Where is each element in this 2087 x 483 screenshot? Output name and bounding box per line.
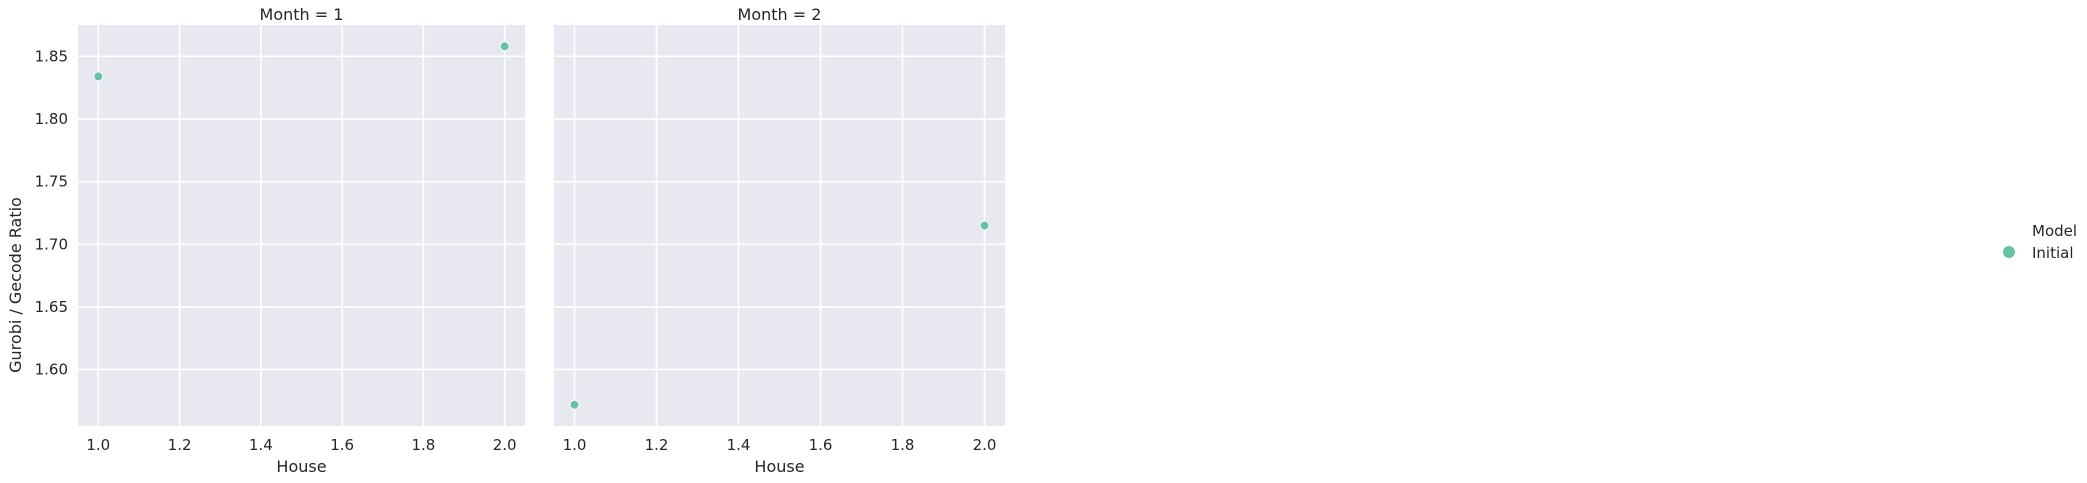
x-tick-label: 1.8 [891,436,915,454]
x-tick-label: 1.4 [727,436,751,454]
x-tick-label: 2.0 [973,436,997,454]
x-tick-label: 1.2 [168,436,192,454]
panel-title: Month = 2 [738,5,822,24]
data-point [570,400,579,409]
x-axis-label: House [754,457,804,476]
x-axis-label: House [276,457,326,476]
data-point [94,72,103,81]
data-point [980,221,989,230]
x-tick-label: 2.0 [493,436,517,454]
plot-area [554,25,1005,426]
x-tick-label: 1.6 [809,436,833,454]
y-tick-label: 1.85 [35,47,68,65]
y-tick-label: 1.60 [35,361,68,379]
x-tick-label: 1.8 [411,436,435,454]
y-tick-label: 1.80 [35,110,68,128]
legend-title: Model [2032,222,2077,240]
y-axis-label: Gurobi / Gecode Ratio [6,197,25,373]
y-tick-label: 1.70 [35,235,68,253]
facet-panel-1: 1.0 1.2 1.4 1.6 1.8 2.0 1.60 1.65 1.70 1.75 1.80 1.… [35,5,525,476]
x-tick-label: 1.4 [249,436,273,454]
x-tick-label: 1.2 [645,436,669,454]
y-tick-label: 1.75 [35,173,68,191]
data-point [500,42,509,51]
x-tick-label: 1.0 [86,436,110,454]
legend-marker-initial [2003,246,2015,258]
plot-area [78,25,525,426]
legend: Model Initial [2003,222,2077,262]
legend-label-initial: Initial [2032,244,2074,262]
y-tick-label: 1.65 [35,298,68,316]
x-tick-label: 1.0 [563,436,587,454]
facet-panel-2: 1.0 1.2 1.4 1.6 1.8 2.0 Month = 2 House [554,5,1005,476]
x-tick-label: 1.6 [330,436,354,454]
panel-title: Month = 1 [260,5,344,24]
